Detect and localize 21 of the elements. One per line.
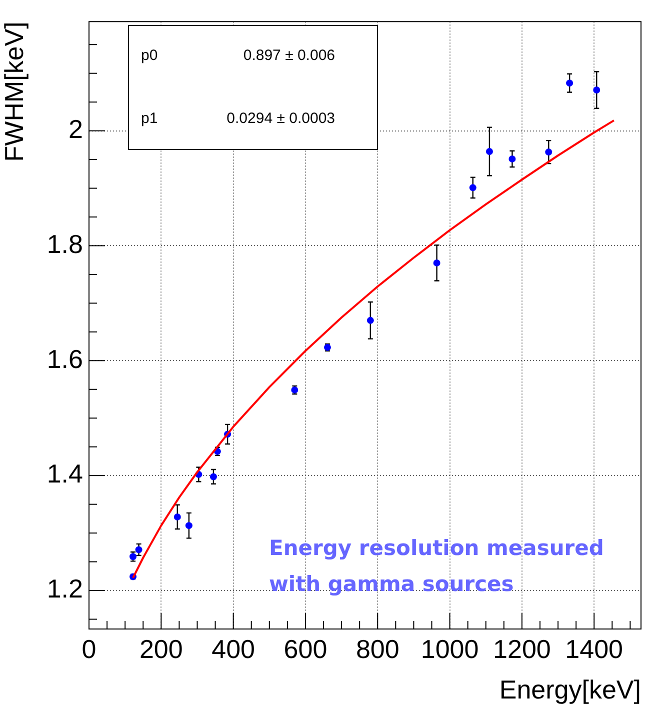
y-tick-label: 2 bbox=[68, 114, 83, 144]
x-tick-label: 200 bbox=[139, 634, 183, 664]
x-tick-label: 1200 bbox=[493, 634, 551, 664]
x-tick-label: 600 bbox=[284, 634, 328, 664]
annotation: Energy resolution measured bbox=[269, 535, 604, 562]
annotation: 0.0294 ± 0.0003 bbox=[226, 110, 335, 127]
y-tick-label: 1.6 bbox=[46, 344, 83, 374]
x-tick-label: 400 bbox=[212, 634, 256, 664]
annotation: 0.897 ± 0.006 bbox=[243, 47, 335, 64]
x-tick-label: 1400 bbox=[565, 634, 624, 664]
x-tick-label: 800 bbox=[356, 634, 400, 664]
x-axis-title: Energy[keV] bbox=[499, 674, 641, 705]
y-axis-title: FWHM[keV] bbox=[0, 22, 29, 162]
x-tick-label: 1000 bbox=[420, 634, 479, 664]
annotation: p1 bbox=[141, 110, 158, 127]
y-tick-label: 1.8 bbox=[46, 228, 83, 259]
x-tick-label: 0 bbox=[82, 634, 96, 664]
y-tick-label: 1.2 bbox=[46, 574, 83, 604]
annotation: p0 bbox=[141, 47, 158, 64]
y-tick-label: 1.4 bbox=[46, 458, 83, 489]
annotation: with gamma sources bbox=[269, 571, 515, 598]
